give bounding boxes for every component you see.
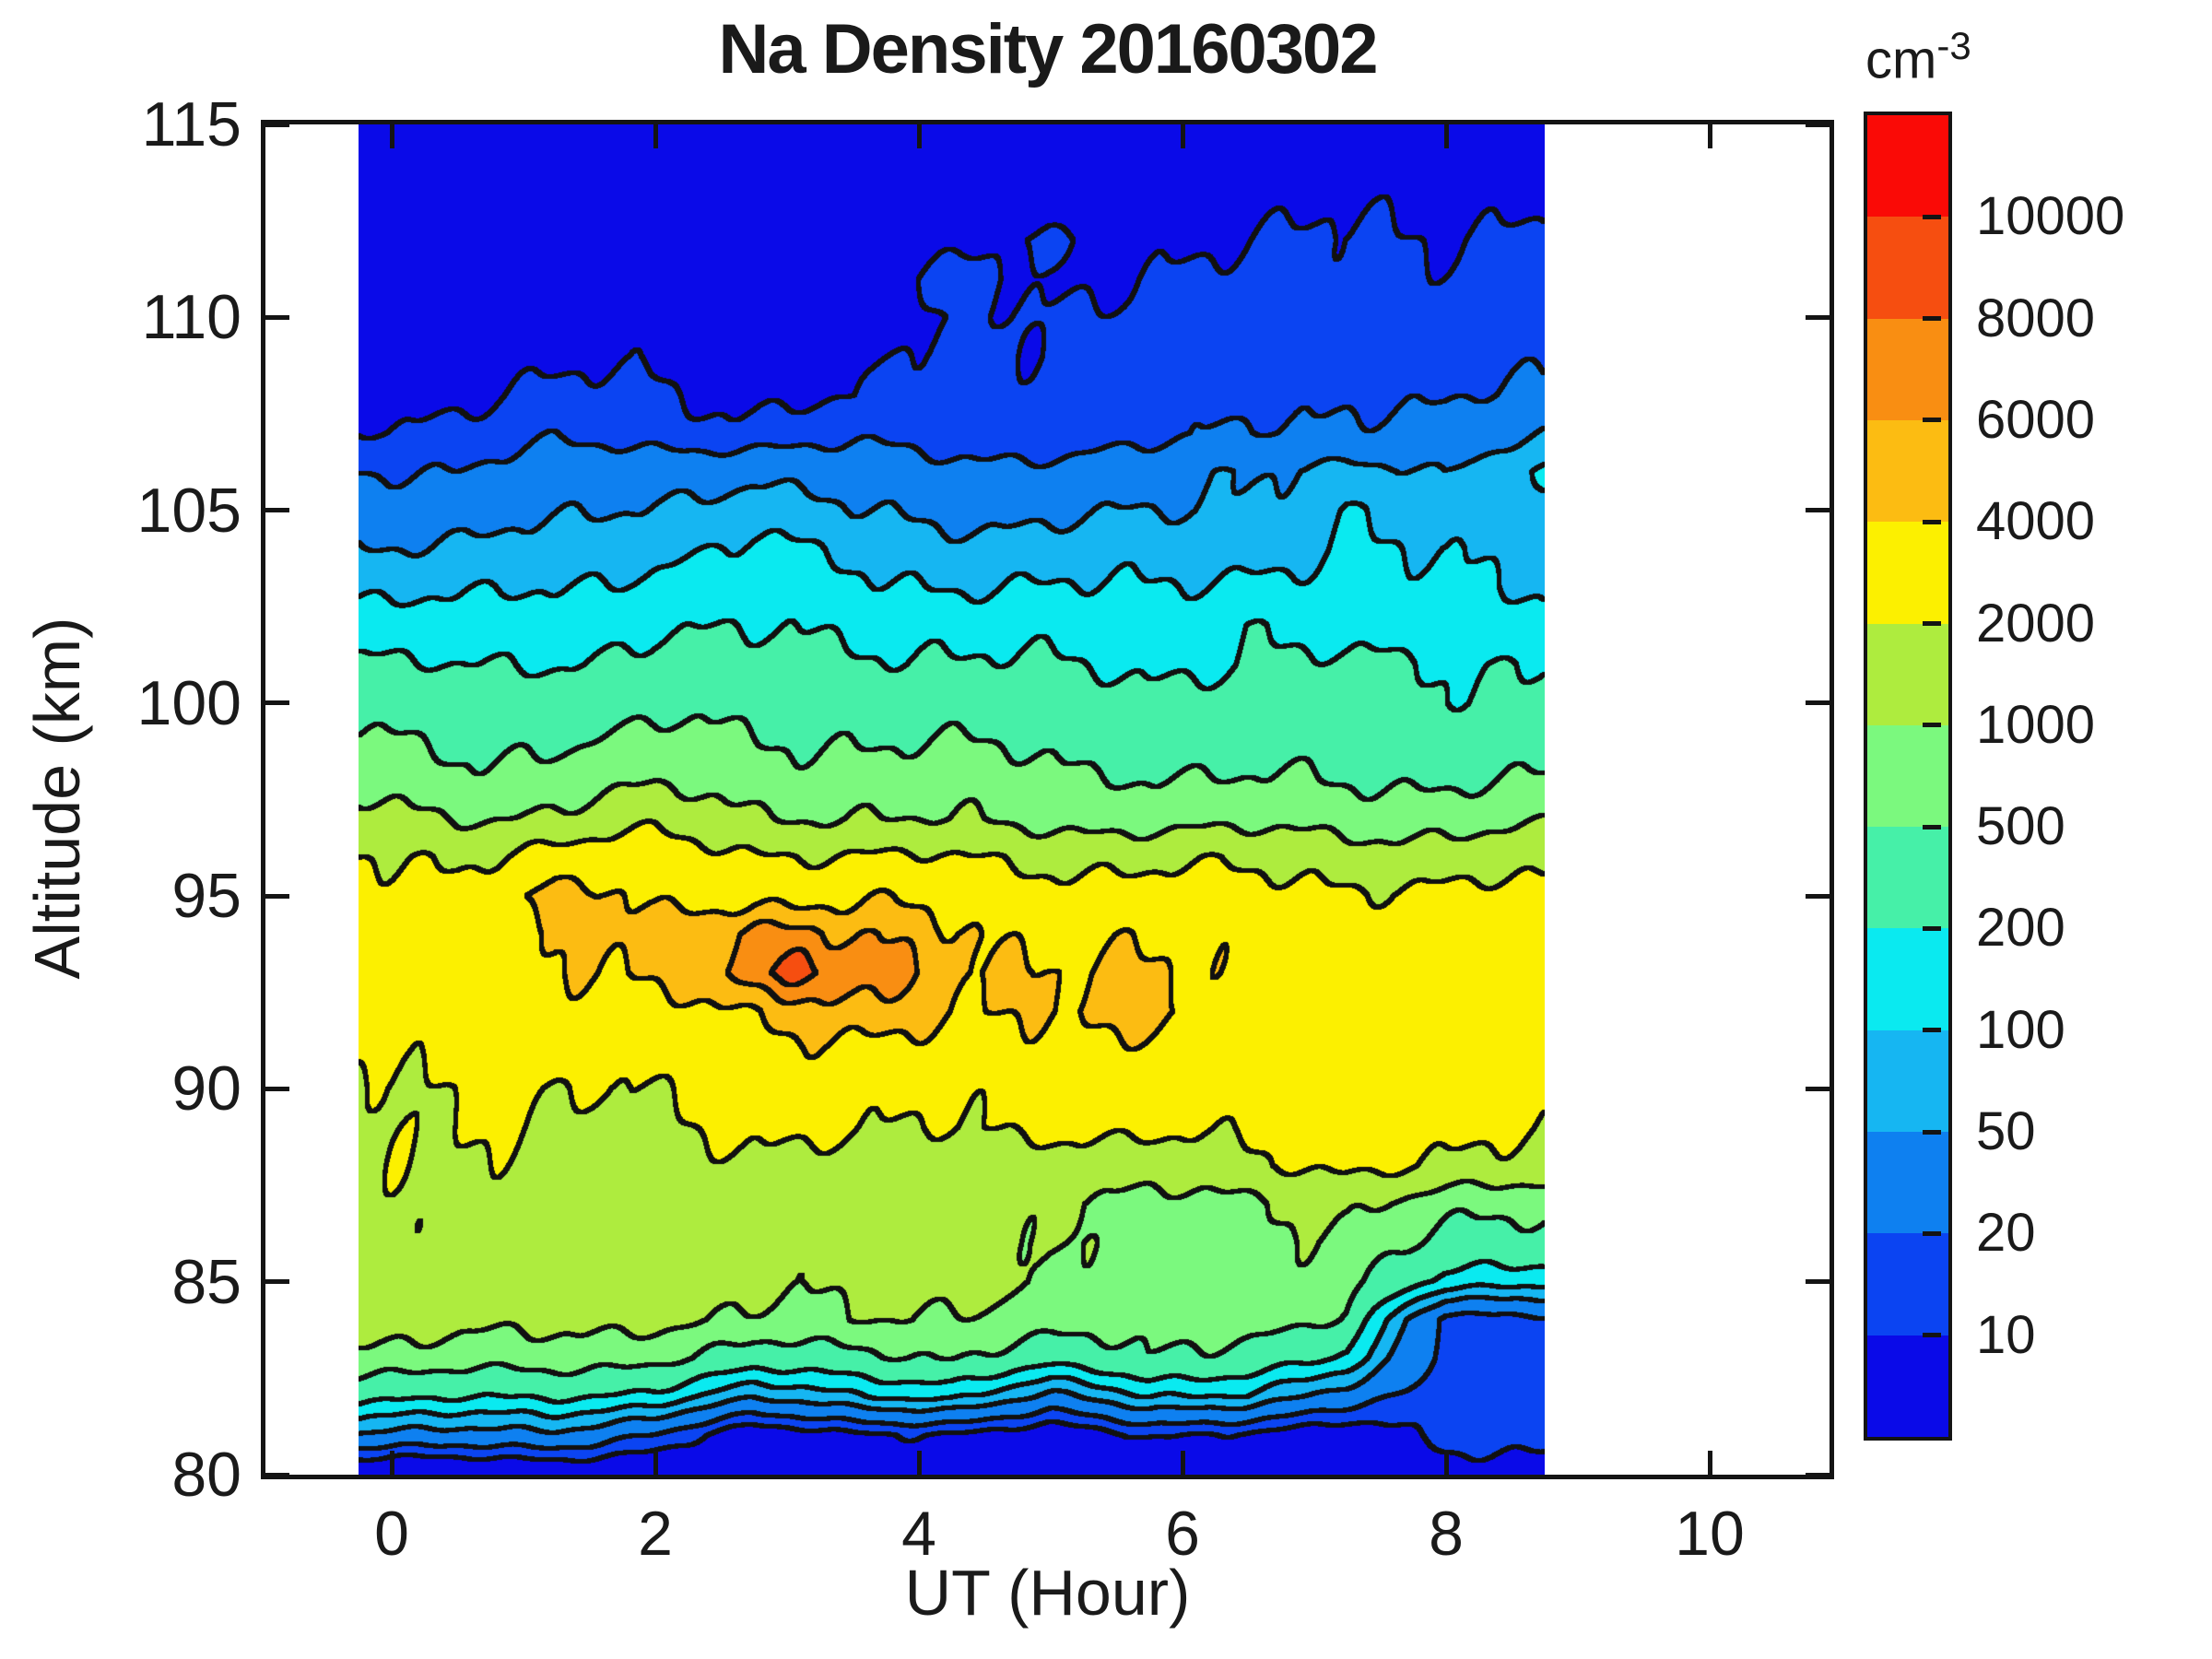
x-tick-label: 2 bbox=[638, 1499, 673, 1569]
axis-tick-mark bbox=[653, 1451, 658, 1475]
axis-tick-mark bbox=[1443, 124, 1449, 148]
axis-tick-mark bbox=[1707, 124, 1712, 148]
y-tick-label: 100 bbox=[136, 667, 241, 738]
axis-tick-mark bbox=[653, 124, 658, 148]
colorbar-boundary-label: 10000 bbox=[1976, 186, 2125, 247]
colorbar-segment bbox=[1867, 318, 1948, 420]
axis-tick-mark bbox=[1806, 893, 1830, 899]
axis-tick-mark bbox=[1180, 124, 1185, 148]
colorbar-segment bbox=[1867, 1132, 1948, 1234]
colorbar-segment bbox=[1867, 827, 1948, 929]
colorbar-boundary-label: 50 bbox=[1976, 1101, 2036, 1162]
axis-tick-mark bbox=[1806, 700, 1830, 706]
axis-tick-mark bbox=[265, 700, 289, 706]
axis-tick-mark bbox=[265, 122, 289, 127]
axis-tick-mark bbox=[1180, 1451, 1185, 1475]
colorbar-tick-mark bbox=[1923, 723, 1941, 728]
plot-area bbox=[261, 120, 1834, 1479]
colorbar-segment bbox=[1867, 928, 1948, 1030]
x-tick-label: 4 bbox=[901, 1499, 936, 1569]
y-tick-label: 90 bbox=[171, 1053, 241, 1124]
colorbar-segment bbox=[1867, 114, 1948, 218]
colorbar-segment bbox=[1867, 1233, 1948, 1335]
colorbar-tick-mark bbox=[1923, 621, 1941, 627]
x-tick-label: 0 bbox=[374, 1499, 409, 1569]
colorbar-tick-mark bbox=[1923, 824, 1941, 830]
colorbar-boundary-label: 500 bbox=[1976, 796, 2065, 857]
axis-tick-mark bbox=[1806, 1086, 1830, 1091]
axis-tick-mark bbox=[916, 124, 922, 148]
colorbar-tick-mark bbox=[1923, 1333, 1941, 1338]
axis-tick-mark bbox=[1806, 314, 1830, 320]
colorbar-segment bbox=[1867, 623, 1948, 725]
axis-tick-mark bbox=[1707, 1451, 1712, 1475]
colorbar-segment bbox=[1867, 522, 1948, 624]
axis-tick-mark bbox=[265, 508, 289, 513]
axis-tick-mark bbox=[389, 124, 394, 148]
axis-tick-mark bbox=[265, 1279, 289, 1285]
colorbar-tick-mark bbox=[1923, 925, 1941, 931]
axis-tick-mark bbox=[1443, 1451, 1449, 1475]
axis-tick-mark bbox=[389, 1451, 394, 1475]
colorbar-segment bbox=[1867, 1030, 1948, 1133]
colorbar-boundary-label: 4000 bbox=[1976, 491, 2096, 552]
axis-tick-mark bbox=[1806, 508, 1830, 513]
y-tick-label: 105 bbox=[136, 475, 241, 546]
y-tick-label: 95 bbox=[171, 861, 241, 932]
colorbar-boundary-label: 6000 bbox=[1976, 389, 2096, 450]
colorbar-boundary-label: 100 bbox=[1976, 999, 2065, 1060]
x-axis-label: UT (Hour) bbox=[904, 1557, 1191, 1629]
colorbar-segment bbox=[1867, 419, 1948, 523]
axis-tick-mark bbox=[1806, 1472, 1830, 1477]
colorbar-segment bbox=[1867, 217, 1948, 319]
colorbar-tick-mark bbox=[1923, 1230, 1941, 1236]
colorbar-tick-mark bbox=[1923, 519, 1941, 524]
colorbar-boundary-label: 2000 bbox=[1976, 593, 2096, 653]
axis-tick-mark bbox=[265, 893, 289, 899]
colorbar-boundary-label: 8000 bbox=[1976, 288, 2096, 348]
chart-title: Na Density 20160302 bbox=[718, 10, 1378, 88]
x-tick-label: 6 bbox=[1165, 1499, 1200, 1569]
colorbar-segment bbox=[1867, 1335, 1948, 1437]
colorbar-tick-mark bbox=[1923, 214, 1941, 219]
colorbar-boundary-label: 200 bbox=[1976, 898, 2065, 959]
x-tick-label: 10 bbox=[1675, 1499, 1745, 1569]
y-tick-label: 80 bbox=[171, 1440, 241, 1510]
colorbar-tick-mark bbox=[1923, 1028, 1941, 1033]
colorbar-tick-mark bbox=[1923, 316, 1941, 322]
colorbar-boundary-label: 1000 bbox=[1976, 694, 2096, 755]
y-tick-label: 85 bbox=[171, 1246, 241, 1317]
colorbar bbox=[1864, 112, 1952, 1441]
axis-tick-mark bbox=[916, 1451, 922, 1475]
x-tick-label: 8 bbox=[1429, 1499, 1464, 1569]
colorbar-boundary-label: 20 bbox=[1976, 1203, 2036, 1264]
colorbar-boundary-label: 10 bbox=[1976, 1304, 2036, 1365]
colorbar-tick-mark bbox=[1923, 418, 1941, 423]
colorbar-segment bbox=[1867, 724, 1948, 828]
contour-canvas bbox=[359, 124, 1545, 1475]
axis-tick-mark bbox=[265, 1472, 289, 1477]
colorbar-unit-label: cm-3 bbox=[1865, 24, 1971, 90]
axis-tick-mark bbox=[265, 314, 289, 320]
colorbar-tick-mark bbox=[1923, 1129, 1941, 1135]
axis-tick-mark bbox=[1806, 122, 1830, 127]
axis-tick-mark bbox=[1806, 1279, 1830, 1285]
axis-tick-mark bbox=[265, 1086, 289, 1091]
y-tick-label: 110 bbox=[141, 282, 241, 353]
y-tick-label: 115 bbox=[141, 89, 241, 159]
